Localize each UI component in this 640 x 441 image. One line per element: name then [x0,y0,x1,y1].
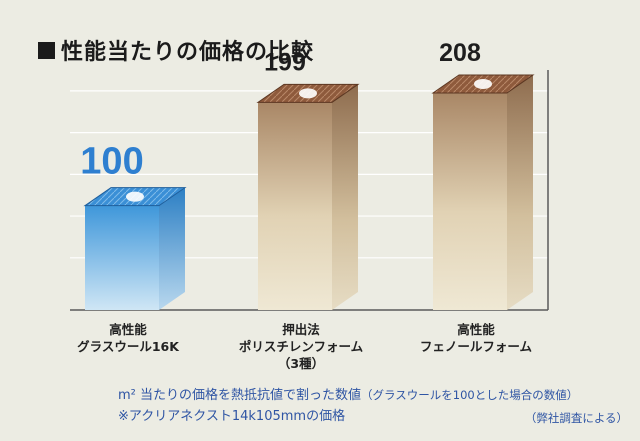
category-label-line: 高性能 [109,322,147,337]
footnote-line1-sub: （グラスウールを100とした場合の数値） [361,388,579,402]
bar-1: 100 [80,141,187,310]
category-label-3: 高性能フェノールフォーム [391,321,561,355]
chart-title-text: 性能当たりの価格の比較 [61,40,315,65]
category-label-line: （3種） [277,356,325,371]
category-label-line: 高性能 [457,322,495,337]
bar-front-1 [85,205,159,310]
footnote-line2-text: ※アクリアネクスト14k105mmの価格 [118,409,346,424]
bar-front-2 [258,102,332,310]
bar-2: 199 [256,48,360,310]
category-label-line: ポリスチレンフォーム [238,339,364,354]
bar-side-3 [507,74,533,311]
value-label-3: 208 [439,39,481,67]
category-label-line: 押出法 [282,322,320,337]
footnote-line2: ※アクリアネクスト14k105mmの価格 [118,408,345,426]
value-label-2: 199 [264,48,306,76]
bar-front-3 [433,92,507,311]
bar-side-2 [332,84,358,310]
bar-side-1 [159,187,185,310]
banknote-emblem-1 [126,191,144,202]
bars: 100 199 208 [80,39,535,311]
category-label-2: 押出法ポリスチレンフォーム （3種） [216,321,386,372]
footnote-line1-main: m² 当たりの価格を熱抵抗値で割った数値 [118,388,362,403]
banknote-emblem-3 [474,78,492,89]
title-bullet [38,41,55,59]
category-label-line: フェノールフォーム [419,339,533,354]
value-label-1: 100 [80,141,143,183]
banknote-emblem-2 [299,88,317,99]
footnote-line1: m² 当たりの価格を熱抵抗値で割った数値（グラスウールを100とした場合の数値） [118,386,578,405]
category-label-line: グラスウール16K [77,339,179,354]
survey-note: （弊社調査による） [524,411,628,425]
chart-title: 性能当たりの価格の比較 [38,34,314,66]
category-label-1: 高性能グラスウール16K [43,321,213,355]
bar-3: 208 [431,39,535,311]
